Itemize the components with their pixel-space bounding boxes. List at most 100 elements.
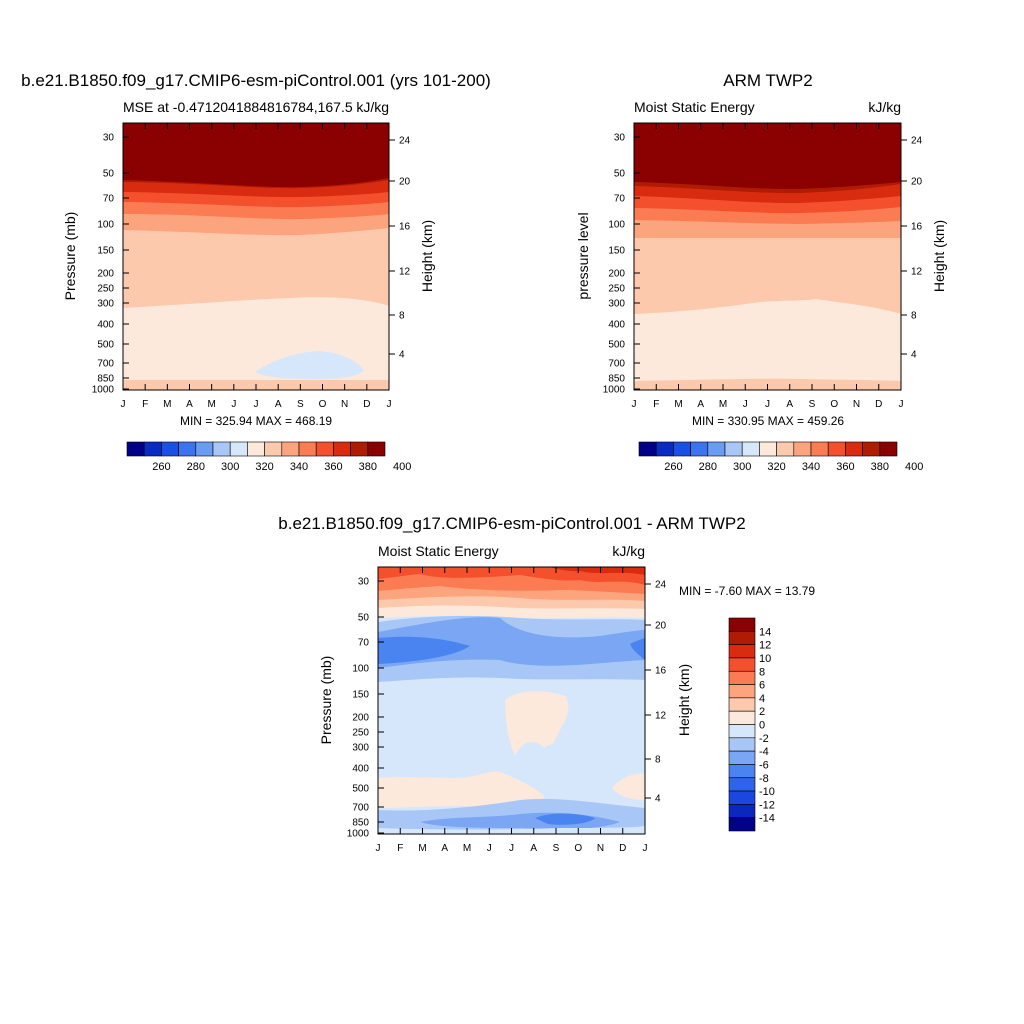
- height-tick-label: 16: [911, 222, 923, 233]
- x-tick-label: J: [387, 399, 392, 410]
- y-tick-label: 1000: [603, 385, 626, 396]
- colorbar-label: 0: [759, 720, 765, 732]
- panel3-region-pos-500-right: [612, 773, 645, 800]
- panel1-minmax: MIN = 325.94 MAX = 468.19: [180, 414, 332, 428]
- panel3-subtitle-right: kJ/kg: [612, 543, 645, 559]
- y-tick-label: 250: [97, 284, 114, 295]
- y-tick-label: 400: [352, 764, 369, 775]
- height-tick-label: 8: [399, 311, 405, 322]
- colorbar-label: -14: [759, 813, 775, 825]
- colorbar-swatch: [728, 644, 756, 659]
- colorbar-label: 6: [759, 680, 765, 692]
- colorbar-swatch: [728, 804, 756, 818]
- x-tick-label: M: [163, 399, 171, 410]
- x-tick-label: J: [509, 843, 514, 854]
- panel1-band-410: [123, 123, 389, 188]
- colorbar-swatch: [759, 441, 777, 457]
- colorbar-swatch: [728, 737, 756, 752]
- x-tick-label: A: [786, 399, 793, 410]
- x-tick-label: A: [186, 399, 193, 410]
- height-tick-label: 8: [655, 755, 661, 766]
- panel3-ylabel: Pressure (mb): [318, 656, 334, 745]
- y-tick-label: 200: [352, 713, 369, 724]
- height-tick-label: 12: [399, 267, 411, 278]
- height-tick-label: 12: [911, 267, 923, 278]
- colorbar-swatch: [690, 441, 709, 457]
- y-tick-label: 150: [97, 246, 114, 257]
- x-tick-label: M: [674, 399, 682, 410]
- x-tick-label: F: [142, 399, 148, 410]
- height-tick-label: 4: [911, 350, 917, 361]
- y-tick-label: 300: [352, 743, 369, 754]
- colorbar-swatch: [728, 817, 756, 832]
- x-tick-label: A: [275, 399, 282, 410]
- colorbar-swatch: [161, 441, 179, 457]
- y-tick-label: 300: [608, 299, 625, 310]
- y-tick-label: 150: [352, 690, 369, 701]
- height-tick-label: 20: [655, 621, 667, 632]
- x-tick-label: J: [765, 399, 770, 410]
- colorbar-label: 400: [905, 461, 923, 473]
- height-tick-label: 4: [399, 350, 405, 361]
- panel2-subtitle-left: Moist Static Energy: [634, 99, 755, 115]
- y-tick-label: 30: [103, 133, 115, 144]
- panel1-subtitle-left: MSE at -0.4712041884816784,167.5: [123, 99, 353, 115]
- colorbar-label: 4: [759, 693, 765, 705]
- panel2-subtitle-right: kJ/kg: [868, 99, 901, 115]
- colorbar-label: -10: [759, 786, 775, 798]
- y-tick-label: 100: [608, 220, 625, 231]
- panel1-contour-field: [123, 123, 389, 390]
- panel1-region-320: [255, 351, 364, 380]
- y-tick-label: 100: [352, 664, 369, 675]
- panel3-subtitle-left: Moist Static Energy: [378, 543, 499, 559]
- y-tick-label: 500: [97, 340, 114, 351]
- x-tick-label: F: [653, 399, 659, 410]
- colorbar-swatch: [212, 441, 231, 457]
- colorbar-swatch: [126, 441, 145, 457]
- x-tick-label: S: [809, 399, 816, 410]
- y-tick-label: 500: [608, 340, 625, 351]
- panel-arm-mse: ARM TWP2 Moist Static Energy kJ/kg 30 50 7…: [575, 71, 947, 473]
- colorbar-label: 300: [221, 461, 239, 473]
- panel2-ylabel: pressure level: [575, 212, 591, 299]
- x-tick-label: S: [553, 843, 560, 854]
- colorbar-label: 360: [836, 461, 854, 473]
- x-tick-label: M: [463, 843, 471, 854]
- colorbar-swatch: [810, 441, 829, 457]
- colorbar-swatch: [247, 441, 265, 457]
- colorbar-swatch: [728, 657, 756, 672]
- height-tick-label: 24: [399, 136, 411, 147]
- panel3-yaxis-right: 24 20 16 12 8 4: [645, 580, 667, 805]
- colorbar-label: 320: [255, 461, 273, 473]
- panel2-minmax: MIN = 330.95 MAX = 459.26: [692, 414, 844, 428]
- panel-difference-mse: b.e21.B1850.f09_g17.CMIP6-esm-piControl.…: [278, 514, 815, 854]
- x-tick-label: A: [697, 399, 704, 410]
- colorbar-label: 360: [324, 461, 342, 473]
- colorbar-label: 380: [871, 461, 889, 473]
- x-tick-label: N: [597, 843, 604, 854]
- colorbar-label: 320: [767, 461, 785, 473]
- colorbar-label: 12: [759, 640, 771, 652]
- height-tick-label: 8: [911, 311, 917, 322]
- x-tick-label: A: [530, 843, 537, 854]
- y-tick-label: 70: [103, 194, 115, 205]
- x-tick-label: J: [121, 399, 126, 410]
- panel2-band-410: [634, 123, 901, 190]
- colorbar-label: -12: [759, 799, 775, 811]
- y-tick-label: 250: [352, 728, 369, 739]
- colorbar-swatch: [728, 670, 756, 685]
- x-tick-label: F: [397, 843, 403, 854]
- colorbar-swatch: [728, 724, 756, 739]
- panel3-title: b.e21.B1850.f09_g17.CMIP6-esm-piControl.…: [278, 514, 745, 533]
- colorbar-swatch: [707, 441, 726, 457]
- colorbar-swatch: [264, 441, 283, 457]
- x-tick-label: J: [632, 399, 637, 410]
- height-tick-label: 24: [655, 580, 667, 591]
- panel1-ylabel: Pressure (mb): [62, 212, 78, 301]
- colorbar-label: -2: [759, 733, 769, 745]
- x-tick-label: D: [619, 843, 626, 854]
- x-tick-label: J: [376, 843, 381, 854]
- colorbar-swatch: [655, 441, 674, 457]
